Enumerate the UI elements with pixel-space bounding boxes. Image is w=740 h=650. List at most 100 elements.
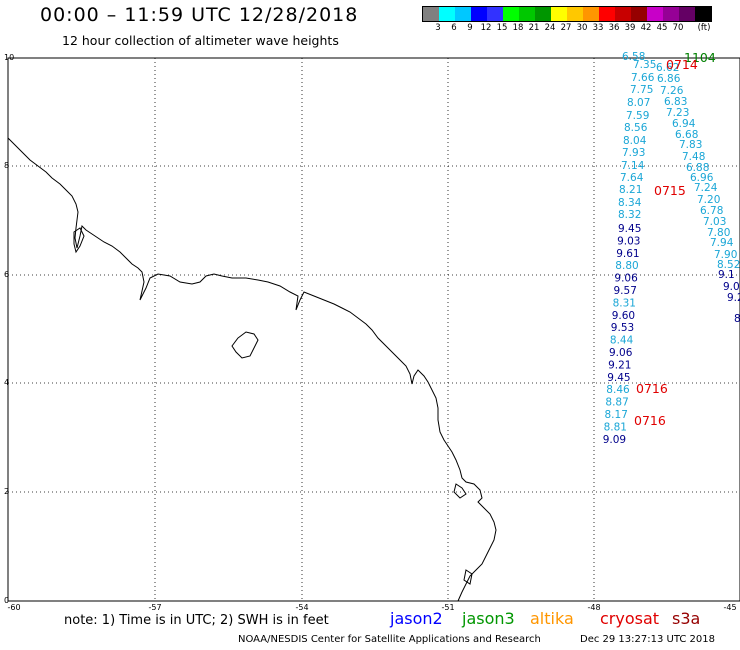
lat-tick-label: 2 [4,487,10,496]
lat-tick-label: 0 [4,596,10,605]
mission-legend-altika: altika [530,609,574,628]
wave-height-value: 9.06 [614,273,638,285]
wave-height-value: 8.52 [717,259,740,271]
pass-time-label: 0714 [666,57,698,72]
scale-label: 27 [560,23,572,33]
wave-height-value: 6.83 [664,96,687,108]
scale-label: 39 [624,23,636,33]
pass-time-label: 0715 [654,183,686,198]
wave-height-value: 9.53 [611,322,634,334]
scale-swatch-13 [631,7,647,21]
scale-swatch-4 [487,7,503,21]
scale-label: 3 [435,23,441,33]
wave-height-value: 9.60 [612,310,635,322]
wave-height-value: 9.06 [609,347,633,359]
lon-tick-label: -48 [587,603,601,612]
map-frame [7,57,740,602]
coastline-main [7,137,497,602]
scale-label: 15 [496,23,508,33]
scale-label: 45 [656,23,668,33]
wave-height-value-edge: 8 [734,313,740,325]
wave-height-value: 9.45 [607,372,630,384]
wave-height-value: 7.80 [707,227,730,239]
credit-line: NOAA/NESDIS Center for Satellite Applica… [238,634,541,645]
color-scale-labels: 3 6 9 12 15 18 21 24 27 30 33 36 39 42 45 70 (ft) [422,23,712,35]
chart-title: 00:00 – 11:59 UTC 12/28/2018 [40,4,359,26]
wave-height-value: 6.62 [656,62,679,74]
wave-height-value: 9.45 [618,223,641,235]
mission-legend-s3a: s3a [672,609,701,628]
wave-height-value: 6.94 [672,118,696,130]
wave-height-value: 7.66 [631,72,655,84]
scale-label: 9 [467,23,473,33]
wave-height-value: 8.32 [618,209,641,221]
pass-time-label: 0716 [636,381,668,396]
lon-tick-label: -51 [441,603,455,612]
scale-label: 30 [576,23,588,33]
scale-swatch-3 [471,7,487,21]
wave-height-value: 8.04 [623,135,647,147]
wave-height-value-edge: 9.1 [718,269,735,281]
scale-label: 42 [640,23,652,33]
wave-height-value: 6.78 [700,205,723,217]
wave-height-value: 6.88 [686,162,709,174]
wave-height-value: 8.07 [627,97,650,109]
scale-swatch-8 [551,7,567,21]
scale-swatch-9 [567,7,583,21]
lat-tick-label: 4 [4,378,10,387]
wave-height-value: 8.31 [613,297,636,309]
wave-height-value: 7.26 [660,85,684,97]
wave-height-value: 7.35 [633,59,656,71]
color-scale-swatches [422,6,712,22]
wave-height-value: 7.03 [703,216,726,228]
wave-height-value: 6.68 [675,129,698,141]
scale-swatch-14 [647,7,663,21]
wave-height-value: 7.14 [621,160,645,172]
wave-height-value: 6.58 [622,51,645,63]
scale-swatch-1 [439,7,455,21]
scale-swatch-16 [679,7,695,21]
scale-swatch-2 [455,7,471,21]
mission-legend-cryosat: cryosat [600,609,660,628]
scale-swatch-11 [599,7,615,21]
lat-tick-label: 10 [4,53,15,62]
wave-height-value: 8.80 [615,260,638,272]
scale-label: 70 [672,23,684,33]
wave-height-value: 7.64 [620,172,644,184]
scale-swatch-17 [695,7,711,21]
lon-tick-label: -57 [148,603,162,612]
wave-height-value: 9.09 [603,434,626,446]
coastline [7,137,497,602]
altimeter-track-a: 6.587.35 6.627.66 6.86 7.75 7.26 8.07 6.83 7.59… [618,51,740,271]
scale-swatch-7 [535,7,551,21]
wave-height-value-edge: 9.0 [723,281,740,293]
wave-height-value: 7.59 [626,110,649,122]
wave-height-value: 9.57 [614,285,637,297]
scale-swatch-5 [503,7,519,21]
scale-swatch-0 [423,7,439,21]
wave-height-value: 7.75 [630,84,653,96]
wave-height-value: 8.56 [624,122,648,134]
wave-height-value-edge: 9.2 [727,292,740,304]
scale-label: 6 [451,23,457,33]
wave-height-value: 7.23 [666,107,689,119]
wave-height-value: 7.20 [697,194,720,206]
wave-height-value: 8.87 [605,397,628,409]
coastline-island-left [73,227,85,254]
altimeter-track-edge: 9.19.09.2 8 [718,269,740,325]
wave-height-value: 8.44 [610,335,634,347]
scale-label: 18 [512,23,524,33]
scale-swatch-15 [663,7,679,21]
wave-height-value: 7.83 [679,139,702,151]
chart-subtitle: 12 hour collection of altimeter wave hei… [62,33,339,48]
wave-height-value: 8.21 [619,184,642,196]
scale-label: 21 [528,23,540,33]
wave-height-value: 7.24 [694,182,718,194]
pass-time-label: 1104 [684,50,716,65]
wave-height-value: 6.96 [690,172,714,184]
mission-legend-jason2: jason2 [390,609,443,628]
scale-label: 24 [544,23,556,33]
scale-label: 36 [608,23,620,33]
